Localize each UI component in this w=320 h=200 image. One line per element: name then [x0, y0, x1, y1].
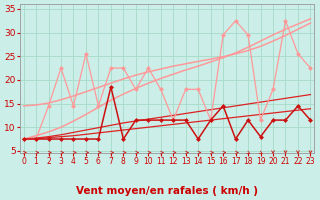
X-axis label: Vent moyen/en rafales ( km/h ): Vent moyen/en rafales ( km/h ): [76, 186, 258, 196]
